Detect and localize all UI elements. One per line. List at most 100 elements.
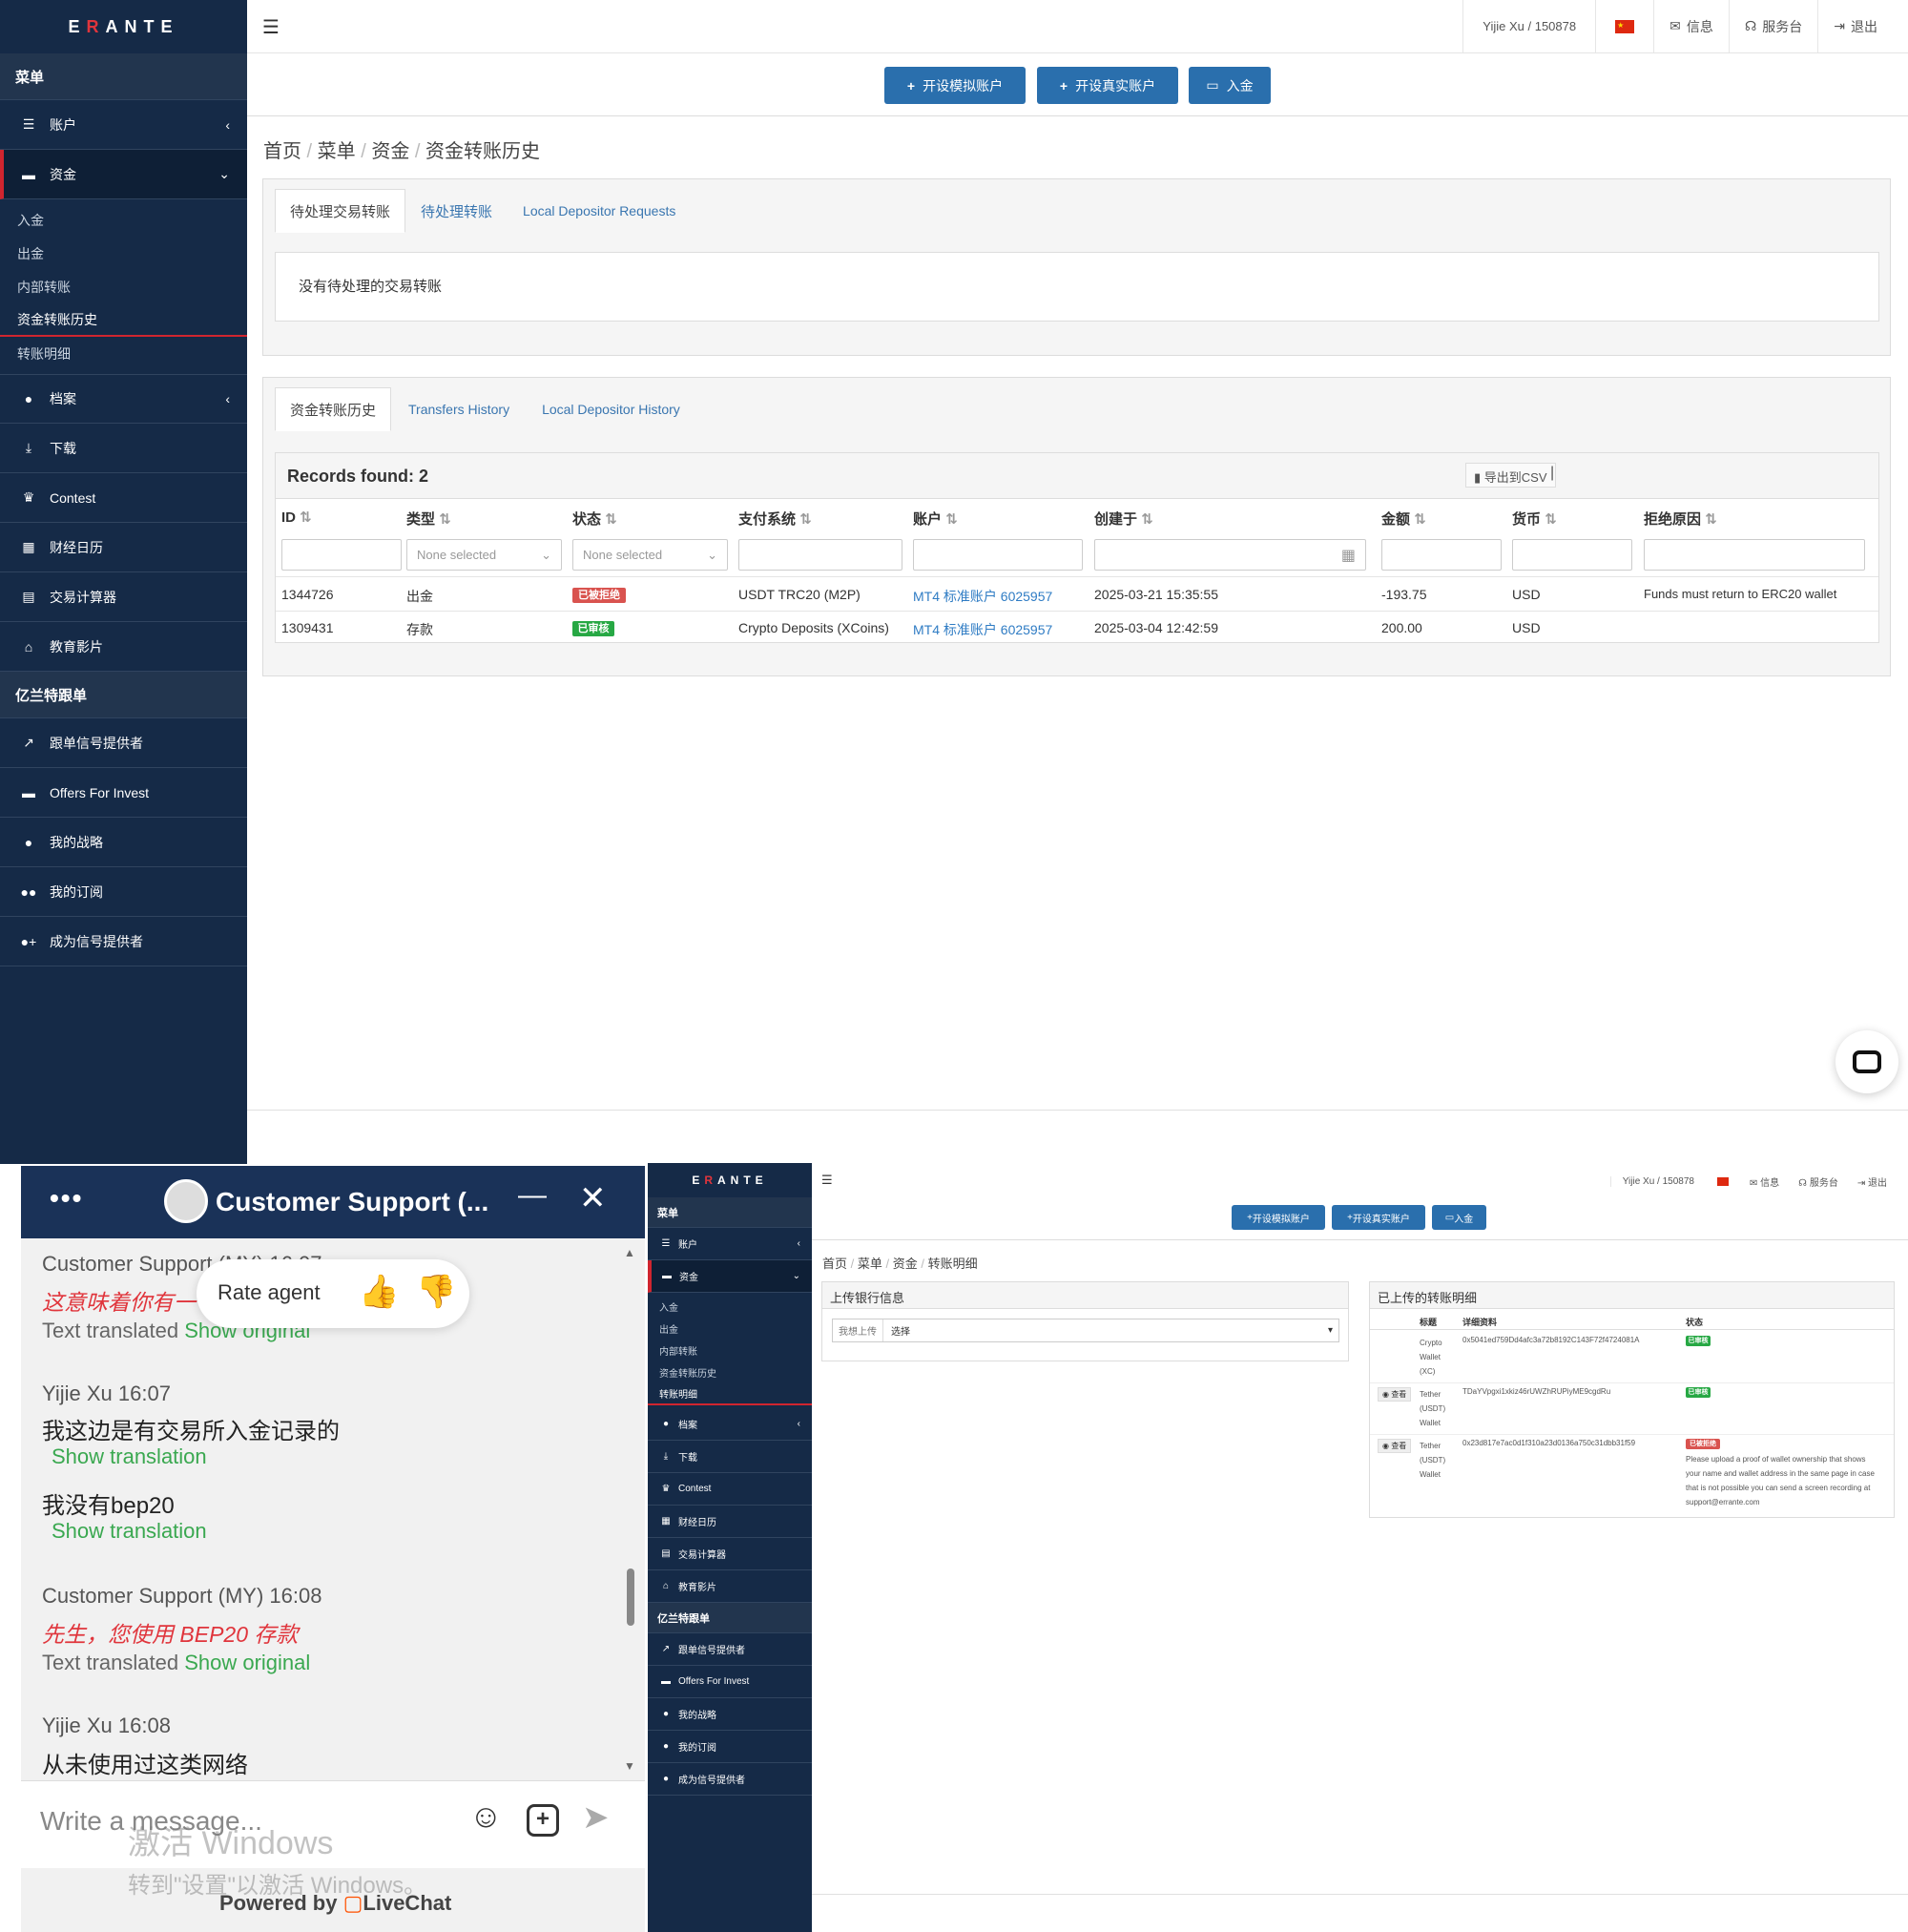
col-status[interactable]: 状态 ⇅	[572, 511, 617, 528]
logo[interactable]: E R ANTE	[68, 16, 179, 36]
sidebar-item-education[interactable]: ⌂ 教育影片	[0, 622, 247, 672]
sidebar-item-calculator[interactable]: ▤ 交易计算器	[648, 1538, 812, 1570]
message-input[interactable]: Write a message...	[40, 1806, 262, 1836]
tab-local-depositor-history[interactable]: Local Depositor History	[542, 402, 680, 417]
sidebar-sub-transfer-history[interactable]: 资金转账历史	[659, 1369, 716, 1380]
open-real-button[interactable]: + 开设真实账户	[1332, 1205, 1425, 1230]
tab-fund-transfer-history[interactable]: 资金转账历史	[275, 387, 392, 431]
tab-pending-transfers[interactable]: 待处理转账	[421, 203, 493, 220]
sidebar-sub-internal-transfer[interactable]: 内部转账	[659, 1347, 697, 1358]
support-link[interactable]: ☊ 服务台	[1798, 1177, 1838, 1189]
language-flag[interactable]: ★	[1595, 0, 1653, 52]
minimize-icon[interactable]: —	[518, 1179, 547, 1211]
china-flag-icon[interactable]	[1716, 1176, 1729, 1186]
deposit-button[interactable]: ▭ 入金	[1189, 67, 1271, 104]
show-translation-link[interactable]: Show translation	[52, 1444, 207, 1468]
breadcrumb-funds[interactable]: 资金	[371, 141, 410, 162]
logout-link[interactable]: ⇥ 退出	[1817, 0, 1908, 52]
sidebar-item-my-subscriptions[interactable]: ●● 我的订阅	[0, 867, 247, 917]
livechat-launcher[interactable]	[1835, 1030, 1898, 1093]
support-link[interactable]: ☊ 服务台	[1728, 0, 1817, 52]
sidebar-item-offers[interactable]: ▬ Offers For Invest	[0, 768, 247, 818]
breadcrumb-home[interactable]: 首页	[822, 1257, 848, 1271]
sidebar-sub-transfer-history[interactable]: 资金转账历史	[0, 303, 247, 337]
sidebar-item-signal-providers[interactable]: ↗ 跟单信号提供者	[648, 1633, 812, 1666]
more-options-icon[interactable]: •••	[50, 1183, 84, 1213]
sidebar-sub-deposit[interactable]: 入金	[659, 1303, 678, 1314]
col-account[interactable]: 账户 ⇅	[913, 511, 958, 528]
logo-small[interactable]: E R ANTE	[692, 1174, 768, 1187]
sidebar-item-download[interactable]: ⤓ 下载	[648, 1441, 812, 1473]
sidebar-sub-withdraw[interactable]: 出金	[659, 1325, 678, 1336]
sidebar-item-accounts[interactable]: ☰ 账户 ‹	[648, 1228, 812, 1260]
sidebar-sub-internal-transfer[interactable]: 内部转账	[17, 279, 71, 295]
sidebar-item-funds[interactable]: ▬ 资金 ⌄	[0, 150, 247, 199]
col-created[interactable]: 创建于 ⇅	[1094, 511, 1153, 528]
tab-pending-trade-transfers[interactable]: 待处理交易转账	[275, 189, 406, 233]
sidebar-item-calendar[interactable]: ▦ 财经日历	[0, 523, 247, 572]
open-real-button[interactable]: + 开设真实账户	[1037, 67, 1178, 104]
show-translation-link[interactable]: Show translation	[52, 1519, 207, 1543]
sidebar-sub-withdraw[interactable]: 出金	[17, 245, 44, 261]
col-amount[interactable]: 金额 ⇅	[1381, 511, 1426, 528]
sidebar-item-offers[interactable]: ▬ Offers For Invest	[648, 1666, 812, 1698]
sidebar-item-contest[interactable]: ♛ Contest	[648, 1473, 812, 1506]
col-payment-system[interactable]: 支付系统 ⇅	[738, 511, 812, 528]
filter-status[interactable]: None selected ⌄	[572, 539, 728, 571]
sidebar-item-become-provider[interactable]: ●+ 成为信号提供者	[0, 917, 247, 966]
sidebar-item-accounts[interactable]: ☰ 账户 ‹	[0, 100, 247, 150]
col-reject-reason[interactable]: 拒绝原因 ⇅	[1644, 511, 1717, 528]
sidebar-item-my-strategy[interactable]: ● 我的战略	[0, 818, 247, 867]
view-button[interactable]: ◉ 查看	[1378, 1439, 1412, 1453]
chat-scrollbar[interactable]: ▲ ▼	[624, 1246, 637, 1773]
sidebar-item-calendar[interactable]: ▦ 财经日历	[648, 1506, 812, 1538]
filter-type[interactable]: None selected ⌄	[406, 539, 562, 571]
sidebar-item-calculator[interactable]: ▤ 交易计算器	[0, 572, 247, 622]
show-original-link[interactable]: Show original	[184, 1651, 311, 1674]
deposit-button[interactable]: ▭ 入金	[1432, 1205, 1486, 1230]
sidebar-item-funds[interactable]: ▬ 资金 ⌄	[648, 1260, 812, 1293]
attach-icon[interactable]: +	[527, 1804, 559, 1837]
sidebar-item-profile[interactable]: ● 档案 ‹	[0, 374, 247, 424]
user-account[interactable]: Yijie Xu / 150878	[1609, 1175, 1706, 1187]
open-demo-button[interactable]: + 开设模拟账户	[884, 67, 1026, 104]
close-icon[interactable]: ✕	[579, 1180, 607, 1216]
hamburger-icon[interactable]: ☰	[262, 17, 280, 38]
sidebar-item-download[interactable]: ⤓ 下载	[0, 424, 247, 473]
breadcrumb-funds[interactable]: 资金	[892, 1257, 918, 1271]
tab-transfers-history[interactable]: Transfers History	[408, 402, 510, 417]
breadcrumb-menu[interactable]: 菜单	[317, 141, 356, 162]
breadcrumb-menu[interactable]: 菜单	[857, 1257, 882, 1271]
col-type[interactable]: 类型 ⇅	[406, 511, 451, 528]
messages-link[interactable]: ✉ 信息	[1653, 0, 1729, 52]
filter-created[interactable]: ▦	[1094, 539, 1366, 571]
sidebar-item-education[interactable]: ⌂ 教育影片	[648, 1570, 812, 1603]
thumbs-up-icon[interactable]: 👍	[359, 1274, 400, 1310]
filter-account[interactable]	[913, 539, 1083, 571]
filter-reject-reason[interactable]	[1644, 539, 1865, 571]
filter-amount[interactable]	[1381, 539, 1502, 571]
sidebar-item-become-provider[interactable]: ● 成为信号提供者	[648, 1763, 812, 1796]
sidebar-item-contest[interactable]: ♛ Contest	[0, 473, 247, 523]
user-account[interactable]: Yijie Xu / 150878	[1462, 0, 1595, 52]
logout-link[interactable]: ⇥ 退出	[1856, 1177, 1887, 1189]
account-link[interactable]: MT4 标准账户 6025957	[913, 589, 1053, 604]
column-toggle[interactable]: |	[1550, 465, 1555, 481]
sidebar-item-my-strategy[interactable]: ● 我的战略	[648, 1698, 812, 1731]
open-demo-button[interactable]: + 开设模拟账户	[1232, 1205, 1325, 1230]
hamburger-icon[interactable]: ☰	[821, 1173, 833, 1187]
account-link[interactable]: MT4 标准账户 6025957	[913, 622, 1053, 637]
sidebar-item-my-subscriptions[interactable]: ● 我的订阅	[648, 1731, 812, 1763]
sidebar-item-signal-providers[interactable]: ↗ 跟单信号提供者	[0, 718, 247, 768]
filter-id[interactable]	[281, 539, 402, 571]
filter-currency[interactable]	[1512, 539, 1632, 571]
tab-local-depositor-requests[interactable]: Local Depositor Requests	[523, 203, 676, 218]
send-icon[interactable]: ➤	[582, 1799, 610, 1836]
export-csv-button[interactable]: ▮ 导出到CSV	[1465, 463, 1556, 488]
sidebar-sub-transfer-details[interactable]: 转账明细	[648, 1383, 812, 1405]
filter-payment-system[interactable]	[738, 539, 902, 571]
breadcrumb-home[interactable]: 首页	[263, 141, 301, 162]
emoji-icon[interactable]: ☺	[469, 1798, 503, 1835]
sidebar-sub-transfer-details[interactable]: 转账明细	[17, 345, 71, 362]
sidebar-sub-deposit[interactable]: 入金	[17, 212, 44, 228]
